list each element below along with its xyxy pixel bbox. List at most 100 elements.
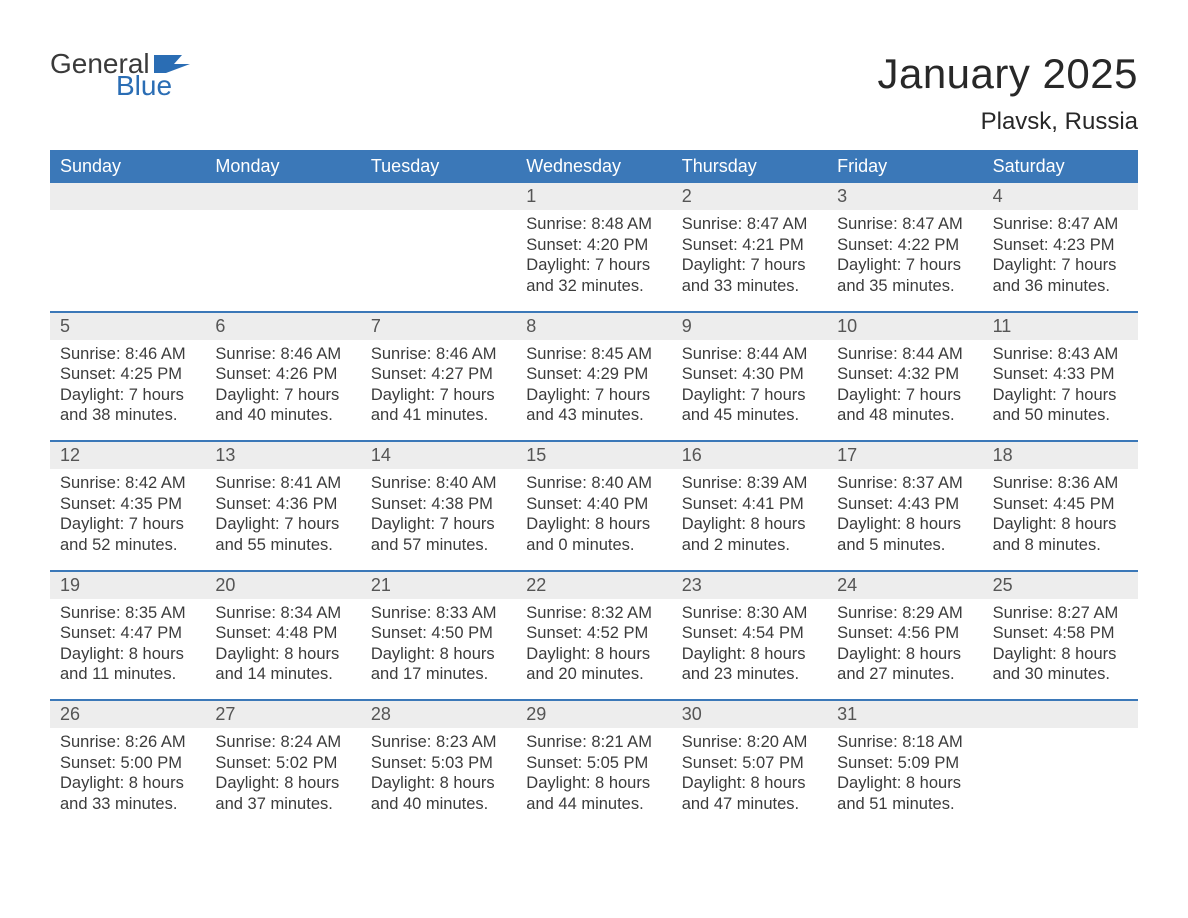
daylight-line-1: Daylight: 8 hours [837, 644, 972, 665]
daylight-line-2: and 45 minutes. [682, 405, 817, 426]
month-title: January 2025 [877, 50, 1138, 98]
daylight-line-2: and 33 minutes. [682, 276, 817, 297]
day-number: 11 [983, 313, 1138, 340]
daylight-line-2: and 33 minutes. [60, 794, 195, 815]
daylight-line-1: Daylight: 8 hours [837, 514, 972, 535]
day-cell: Sunrise: 8:36 AMSunset: 4:45 PMDaylight:… [983, 469, 1138, 570]
daylight-line-1: Daylight: 8 hours [682, 644, 817, 665]
sunset-line: Sunset: 4:27 PM [371, 364, 506, 385]
daylight-line-1: Daylight: 7 hours [371, 514, 506, 535]
day-cell: Sunrise: 8:44 AMSunset: 4:32 PMDaylight:… [827, 340, 982, 441]
day-cell: Sunrise: 8:40 AMSunset: 4:38 PMDaylight:… [361, 469, 516, 570]
daylight-line-2: and 52 minutes. [60, 535, 195, 556]
sunrise-line: Sunrise: 8:24 AM [215, 732, 350, 753]
sunrise-line: Sunrise: 8:37 AM [837, 473, 972, 494]
daylight-line-1: Daylight: 8 hours [682, 514, 817, 535]
sunrise-line: Sunrise: 8:46 AM [60, 344, 195, 365]
sunrise-line: Sunrise: 8:41 AM [215, 473, 350, 494]
day-cell: Sunrise: 8:47 AMSunset: 4:23 PMDaylight:… [983, 210, 1138, 311]
title-block: January 2025 Plavsk, Russia [877, 50, 1138, 136]
sunset-line: Sunset: 4:20 PM [526, 235, 661, 256]
day-number: 13 [205, 442, 360, 469]
sunrise-line: Sunrise: 8:43 AM [993, 344, 1128, 365]
sunrise-line: Sunrise: 8:18 AM [837, 732, 972, 753]
weekday-cell: Wednesday [516, 150, 671, 183]
day-cell: Sunrise: 8:46 AMSunset: 4:26 PMDaylight:… [205, 340, 360, 441]
daylight-line-2: and 38 minutes. [60, 405, 195, 426]
daylight-line-2: and 44 minutes. [526, 794, 661, 815]
daylight-line-2: and 20 minutes. [526, 664, 661, 685]
daylight-line-2: and 57 minutes. [371, 535, 506, 556]
day-cell: Sunrise: 8:47 AMSunset: 4:22 PMDaylight:… [827, 210, 982, 311]
day-number: 12 [50, 442, 205, 469]
weeks-container: 1234Sunrise: 8:48 AMSunset: 4:20 PMDayli… [50, 183, 1138, 829]
daylight-line-2: and 14 minutes. [215, 664, 350, 685]
daylight-line-2: and 23 minutes. [682, 664, 817, 685]
daylight-line-1: Daylight: 8 hours [993, 644, 1128, 665]
weekday-cell: Thursday [672, 150, 827, 183]
day-number: 21 [361, 572, 516, 599]
daylight-line-1: Daylight: 8 hours [837, 773, 972, 794]
week-row: 567891011 Sunrise: 8:46 AMSunset: 4:25 PM… [50, 311, 1138, 441]
day-cell: Sunrise: 8:37 AMSunset: 4:43 PMDaylight:… [827, 469, 982, 570]
sunset-line: Sunset: 4:26 PM [215, 364, 350, 385]
daylight-line-1: Daylight: 8 hours [371, 644, 506, 665]
day-cell: Sunrise: 8:41 AMSunset: 4:36 PMDaylight:… [205, 469, 360, 570]
calendar: SundayMondayTuesdayWednesdayThursdayFrid… [50, 150, 1138, 829]
daylight-line-2: and 41 minutes. [371, 405, 506, 426]
day-cell: Sunrise: 8:27 AMSunset: 4:58 PMDaylight:… [983, 599, 1138, 700]
day-number: 23 [672, 572, 827, 599]
sunset-line: Sunset: 5:05 PM [526, 753, 661, 774]
sunset-line: Sunset: 5:09 PM [837, 753, 972, 774]
day-number: 19 [50, 572, 205, 599]
day-cell: Sunrise: 8:35 AMSunset: 4:47 PMDaylight:… [50, 599, 205, 700]
daylight-line-1: Daylight: 7 hours [526, 255, 661, 276]
day-cell: Sunrise: 8:30 AMSunset: 4:54 PMDaylight:… [672, 599, 827, 700]
daylight-line-2: and 32 minutes. [526, 276, 661, 297]
weekday-cell: Friday [827, 150, 982, 183]
day-body-row: Sunrise: 8:42 AMSunset: 4:35 PMDaylight:… [50, 469, 1138, 570]
daylight-line-1: Daylight: 7 hours [215, 385, 350, 406]
day-body-row: Sunrise: 8:48 AMSunset: 4:20 PMDaylight:… [50, 210, 1138, 311]
daylight-line-1: Daylight: 8 hours [526, 644, 661, 665]
daylight-line-1: Daylight: 8 hours [526, 514, 661, 535]
day-number: 22 [516, 572, 671, 599]
day-cell: Sunrise: 8:34 AMSunset: 4:48 PMDaylight:… [205, 599, 360, 700]
day-cell: Sunrise: 8:23 AMSunset: 5:03 PMDaylight:… [361, 728, 516, 829]
day-number: 3 [827, 183, 982, 210]
day-cell: Sunrise: 8:46 AMSunset: 4:27 PMDaylight:… [361, 340, 516, 441]
sunrise-line: Sunrise: 8:29 AM [837, 603, 972, 624]
daylight-line-2: and 47 minutes. [682, 794, 817, 815]
day-number: 8 [516, 313, 671, 340]
sunset-line: Sunset: 4:50 PM [371, 623, 506, 644]
day-number: 17 [827, 442, 982, 469]
daylight-line-2: and 8 minutes. [993, 535, 1128, 556]
day-number: 1 [516, 183, 671, 210]
day-number [361, 183, 516, 210]
day-cell [361, 210, 516, 311]
sunset-line: Sunset: 4:58 PM [993, 623, 1128, 644]
day-number: 6 [205, 313, 360, 340]
sunrise-line: Sunrise: 8:33 AM [371, 603, 506, 624]
day-cell: Sunrise: 8:42 AMSunset: 4:35 PMDaylight:… [50, 469, 205, 570]
weekday-cell: Tuesday [361, 150, 516, 183]
daylight-line-2: and 27 minutes. [837, 664, 972, 685]
week-row: 262728293031Sunrise: 8:26 AMSunset: 5:00… [50, 699, 1138, 829]
sunset-line: Sunset: 5:07 PM [682, 753, 817, 774]
daylight-line-1: Daylight: 7 hours [682, 385, 817, 406]
sunset-line: Sunset: 4:41 PM [682, 494, 817, 515]
sunrise-line: Sunrise: 8:44 AM [837, 344, 972, 365]
daylight-line-2: and 35 minutes. [837, 276, 972, 297]
sunrise-line: Sunrise: 8:40 AM [371, 473, 506, 494]
day-number: 4 [983, 183, 1138, 210]
day-number-row: 567891011 [50, 313, 1138, 340]
sunrise-line: Sunrise: 8:27 AM [993, 603, 1128, 624]
weekday-header-row: SundayMondayTuesdayWednesdayThursdayFrid… [50, 150, 1138, 183]
sunrise-line: Sunrise: 8:21 AM [526, 732, 661, 753]
day-cell: Sunrise: 8:20 AMSunset: 5:07 PMDaylight:… [672, 728, 827, 829]
sunset-line: Sunset: 4:22 PM [837, 235, 972, 256]
sunset-line: Sunset: 4:25 PM [60, 364, 195, 385]
daylight-line-1: Daylight: 8 hours [682, 773, 817, 794]
daylight-line-2: and 40 minutes. [215, 405, 350, 426]
day-number: 5 [50, 313, 205, 340]
